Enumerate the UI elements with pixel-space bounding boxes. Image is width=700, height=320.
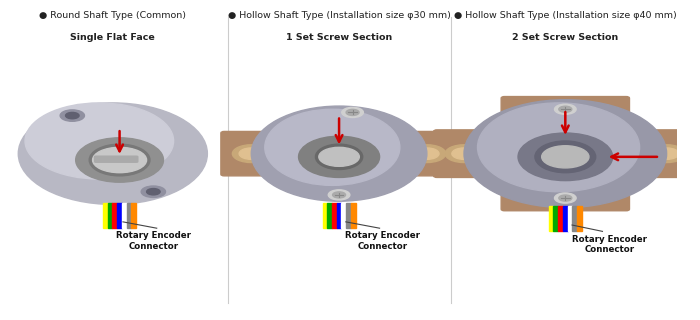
Text: Rotary Encoder
Connector: Rotary Encoder Connector: [116, 231, 191, 251]
Text: ● Round Shaft Type (Common): ● Round Shaft Type (Common): [39, 11, 186, 20]
FancyBboxPatch shape: [221, 132, 457, 176]
FancyBboxPatch shape: [501, 97, 629, 211]
FancyBboxPatch shape: [433, 130, 697, 178]
Ellipse shape: [18, 103, 207, 204]
Circle shape: [559, 195, 572, 201]
Text: Rotary Encoder
Connector: Rotary Encoder Connector: [572, 235, 647, 254]
Circle shape: [146, 188, 160, 195]
Ellipse shape: [316, 144, 363, 170]
FancyBboxPatch shape: [94, 156, 138, 162]
Circle shape: [554, 104, 576, 114]
Bar: [332, 203, 337, 228]
Ellipse shape: [464, 100, 666, 208]
Circle shape: [239, 148, 263, 159]
Bar: [568, 206, 573, 231]
Circle shape: [342, 107, 363, 117]
Bar: [132, 203, 136, 228]
Circle shape: [141, 186, 165, 197]
Circle shape: [553, 192, 578, 204]
Circle shape: [66, 112, 79, 119]
Ellipse shape: [518, 133, 612, 180]
Bar: [103, 203, 108, 228]
Ellipse shape: [265, 109, 400, 185]
Circle shape: [408, 145, 446, 163]
Ellipse shape: [535, 141, 596, 173]
Circle shape: [328, 190, 350, 200]
Ellipse shape: [251, 106, 427, 201]
Circle shape: [332, 192, 346, 198]
Circle shape: [346, 109, 359, 116]
Circle shape: [554, 193, 576, 203]
Bar: [327, 203, 332, 228]
Circle shape: [553, 110, 578, 121]
Bar: [342, 203, 346, 228]
Text: ● Hollow Shaft Type (Installation size φ40 mm): ● Hollow Shaft Type (Installation size φ…: [454, 11, 677, 20]
Ellipse shape: [76, 138, 164, 182]
Bar: [549, 206, 554, 231]
Bar: [127, 203, 132, 228]
Bar: [323, 203, 327, 228]
Circle shape: [542, 146, 589, 168]
Circle shape: [559, 112, 572, 119]
Bar: [337, 203, 342, 228]
Bar: [122, 203, 127, 228]
Circle shape: [648, 145, 685, 163]
Circle shape: [654, 148, 679, 159]
Ellipse shape: [477, 103, 640, 192]
Circle shape: [414, 148, 439, 159]
Text: 2 Set Screw Section: 2 Set Screw Section: [512, 33, 618, 42]
Circle shape: [452, 148, 476, 159]
Bar: [573, 206, 577, 231]
Circle shape: [559, 195, 572, 201]
Circle shape: [60, 110, 85, 121]
Bar: [351, 203, 356, 228]
Bar: [108, 203, 113, 228]
Ellipse shape: [89, 144, 150, 176]
Bar: [563, 206, 568, 231]
Text: ● Hollow Shaft Type (Installation size φ30 mm): ● Hollow Shaft Type (Installation size φ…: [228, 11, 451, 20]
Text: 1 Set Screw Section: 1 Set Screw Section: [286, 33, 392, 42]
Text: Rotary Encoder
Connector: Rotary Encoder Connector: [346, 231, 421, 251]
Bar: [113, 203, 117, 228]
Ellipse shape: [298, 136, 379, 178]
Circle shape: [559, 106, 572, 112]
Bar: [558, 206, 563, 231]
Bar: [346, 203, 351, 228]
Text: Single Flat Face: Single Flat Face: [71, 33, 155, 42]
Circle shape: [92, 147, 146, 173]
Circle shape: [445, 145, 483, 163]
Circle shape: [232, 145, 270, 163]
Circle shape: [318, 147, 359, 166]
Bar: [117, 203, 122, 228]
Bar: [577, 206, 582, 231]
Bar: [554, 206, 558, 231]
Ellipse shape: [25, 103, 174, 179]
